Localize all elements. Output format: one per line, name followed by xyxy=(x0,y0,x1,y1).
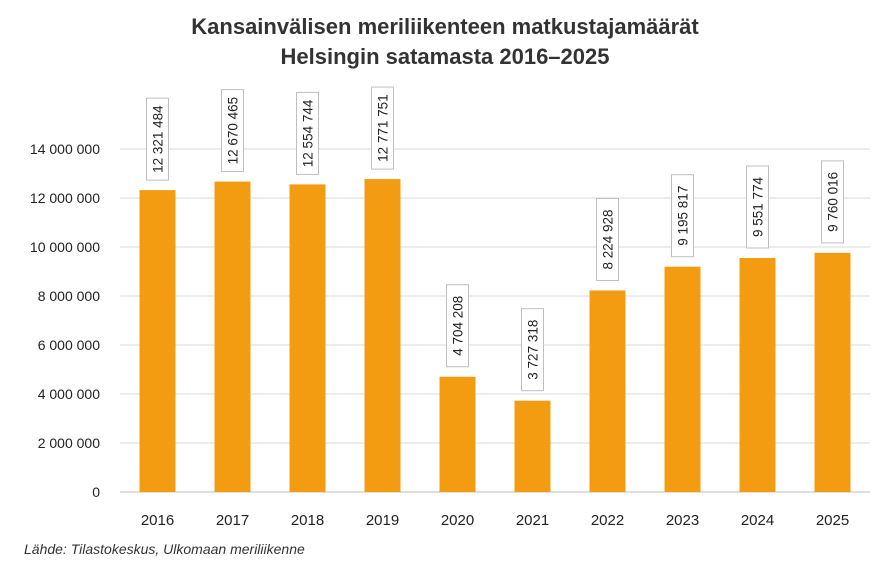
y-tick-label: 10 000 000 xyxy=(30,239,100,255)
data-label-box xyxy=(221,89,244,173)
bar-2022 xyxy=(589,290,626,492)
bar-2021 xyxy=(514,400,551,492)
x-axis-categories: 2016 2017 2018 2019 2020 2021 2022 2023 2024 2025 xyxy=(141,512,849,529)
y-tick-label: 4 000 000 xyxy=(38,386,100,402)
data-label-box xyxy=(821,160,844,244)
x-category-label: 2025 xyxy=(816,512,849,529)
x-category-label: 2022 xyxy=(591,512,624,529)
y-tick-label: 2 000 000 xyxy=(38,435,100,451)
data-labels: 12 321 484 12 670 465 12 554 744 12 771 751… xyxy=(146,86,844,392)
bar-2017 xyxy=(214,181,251,492)
chart-title-line-1: Kansainvälisen meriliikenteen matkustaja… xyxy=(191,14,699,39)
data-label-text: 12 321 484 xyxy=(151,105,166,173)
x-category-label: 2017 xyxy=(216,512,249,529)
x-category-label: 2016 xyxy=(141,512,174,529)
data-label-text: 3 727 318 xyxy=(526,320,541,380)
data-label-2016: 12 321 484 xyxy=(146,97,169,181)
bar-2019 xyxy=(364,179,401,492)
x-category-label: 2018 xyxy=(291,512,324,529)
y-tick-label: 8 000 000 xyxy=(38,288,100,304)
y-tick-label: 14 000 000 xyxy=(30,141,100,157)
data-label-box xyxy=(521,308,544,392)
data-label-text: 9 551 774 xyxy=(751,176,766,237)
bar-2023 xyxy=(664,266,701,492)
bar-2018 xyxy=(289,184,326,493)
bar-2020 xyxy=(439,376,476,492)
data-label-text: 9 760 016 xyxy=(826,172,841,232)
source-note: Lähde: Tilastokeskus, Ulkomaan meriliike… xyxy=(24,541,305,557)
x-category-label: 2021 xyxy=(516,512,549,529)
bar-2024 xyxy=(739,257,776,492)
data-label-text: 12 771 751 xyxy=(376,94,391,162)
bar-2025 xyxy=(814,252,851,492)
data-label-2018: 12 554 744 xyxy=(296,91,319,175)
data-label-2024: 9 551 774 xyxy=(746,165,769,249)
data-label-2017: 12 670 465 xyxy=(221,89,244,173)
y-tick-label: 0 xyxy=(92,484,100,500)
data-label-box xyxy=(746,165,769,249)
data-label-box xyxy=(296,91,319,175)
x-category-label: 2024 xyxy=(741,512,774,529)
data-label-2019: 12 771 751 xyxy=(371,86,394,170)
data-label-text: 12 554 744 xyxy=(301,99,316,167)
data-label-2021: 3 727 318 xyxy=(521,308,544,392)
data-label-box xyxy=(596,197,619,281)
data-label-2020: 4 704 208 xyxy=(446,284,469,368)
data-label-text: 9 195 817 xyxy=(676,186,691,246)
bar-2016 xyxy=(139,190,176,492)
data-label-2022: 8 224 928 xyxy=(596,197,619,281)
x-category-label: 2019 xyxy=(366,512,399,529)
data-label-2025: 9 760 016 xyxy=(821,160,844,244)
x-category-label: 2023 xyxy=(666,512,699,529)
y-tick-label: 12 000 000 xyxy=(30,190,100,206)
bars xyxy=(139,179,851,493)
data-label-text: 8 224 928 xyxy=(601,209,616,269)
data-label-2023: 9 195 817 xyxy=(671,174,694,258)
y-tick-label: 6 000 000 xyxy=(38,337,100,353)
y-axis-ticks: 0 2 000 000 4 000 000 6 000 000 8 000 000 10 … xyxy=(30,141,100,500)
data-label-box xyxy=(446,284,469,368)
data-label-box xyxy=(371,86,394,170)
data-label-box xyxy=(146,97,169,181)
data-label-text: 4 704 208 xyxy=(451,296,466,356)
chart-title-line-2: Helsingin satamasta 2016–2025 xyxy=(281,44,610,69)
data-label-text: 12 670 465 xyxy=(226,97,241,165)
x-category-label: 2020 xyxy=(441,512,474,529)
data-label-box xyxy=(671,174,694,258)
